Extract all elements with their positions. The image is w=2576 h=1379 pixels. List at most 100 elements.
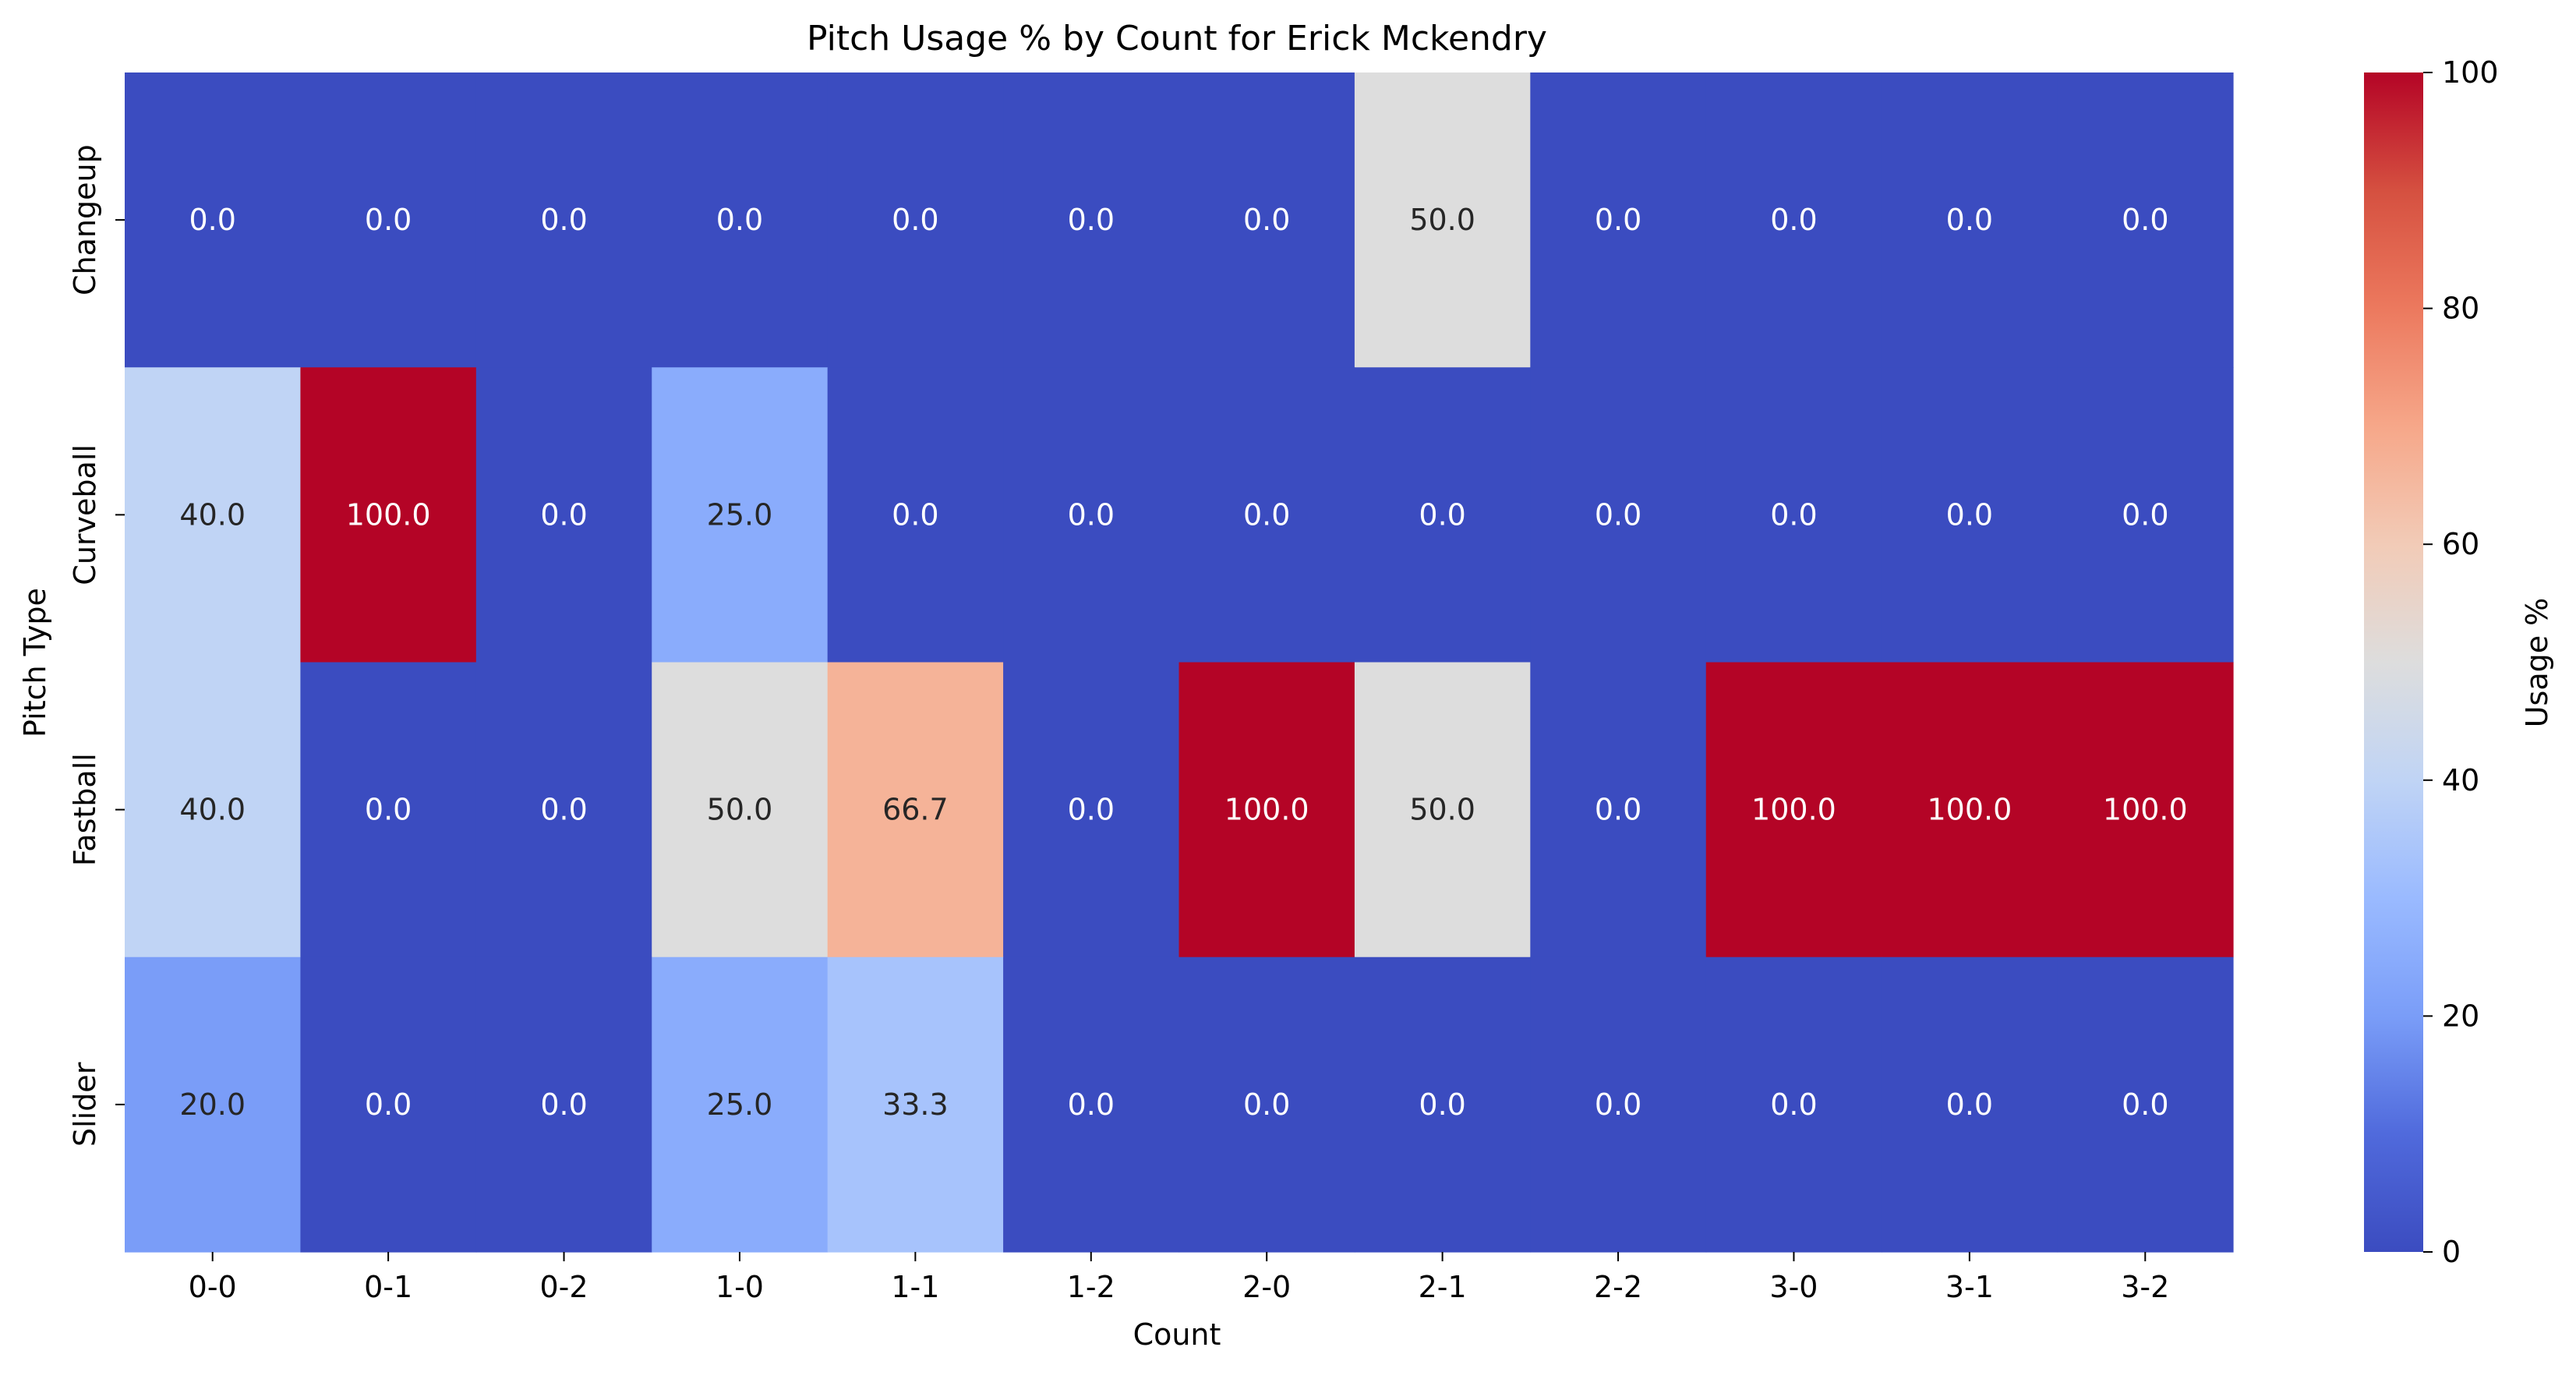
heatmap-cell [1178, 956, 1355, 1253]
colorbar-tick-label: 60 [2442, 527, 2479, 561]
heatmap-cell [125, 72, 302, 368]
heatmap-cell [1354, 367, 1531, 663]
cell-value-label: 0.0 [1595, 793, 1641, 827]
x-tick-label: 3-0 [1769, 1270, 1818, 1304]
colorbar-tick-label: 40 [2442, 763, 2479, 797]
heatmap-cell [1178, 662, 1355, 958]
heatmap-cell [1705, 72, 1882, 368]
cell-value-label: 0.0 [540, 793, 587, 827]
x-axis-ticks: 0-0 0-1 0-2 1-0 1-1 1-2 2-0 2-1 2-2 3-0 3-1 3-2 [189, 1252, 2169, 1304]
heatmap-cell [1530, 367, 1707, 663]
heatmap-cell [1882, 956, 2058, 1253]
x-tick-label: 2-0 [1242, 1270, 1291, 1304]
heatmap-cell [1354, 956, 1531, 1253]
x-tick-label: 2-1 [1419, 1270, 1467, 1304]
cell-value-label: 0.0 [1243, 497, 1290, 532]
cell-value-label: 100.0 [2103, 793, 2188, 827]
heatmap-cell [475, 72, 652, 368]
x-tick-label: 1-2 [1067, 1270, 1115, 1304]
heatmap-cell [1530, 72, 1707, 368]
y-tick-label: Fastball [68, 753, 102, 866]
y-axis-ticks: Changeup Curveball Fastball Slider [68, 144, 125, 1147]
cell-value-label: 0.0 [1068, 497, 1115, 532]
heatmap-cell [1530, 956, 1707, 1253]
x-tick-label: 3-2 [2121, 1270, 2169, 1304]
heatmap-cell [1530, 662, 1707, 958]
cell-value-label: 0.0 [1770, 203, 1817, 237]
cell-value-label: 0.0 [2122, 1087, 2168, 1122]
cell-value-label: 33.3 [882, 1087, 949, 1122]
heatmap-cell [125, 956, 302, 1253]
cell-value-label: 0.0 [1419, 497, 1465, 532]
cell-value-label: 100.0 [346, 497, 431, 532]
heatmap-cell [1354, 72, 1531, 368]
cell-value-label: 0.0 [1068, 1087, 1115, 1122]
heatmap-cell [475, 662, 652, 958]
cell-value-label: 0.0 [892, 203, 938, 237]
cell-value-label: 0.0 [1946, 497, 1993, 532]
heatmap-cell [1882, 72, 2058, 368]
x-tick-label: 0-1 [364, 1270, 412, 1304]
y-tick-label: Changeup [68, 144, 102, 295]
colorbar-label: Usage % [2520, 598, 2554, 728]
heatmap-cell [1003, 367, 1180, 663]
cell-value-label: 0.0 [1946, 203, 1993, 237]
y-axis-label: Pitch Type [18, 588, 52, 737]
colorbar-tick-label: 100 [2442, 55, 2499, 90]
heatmap-cell [827, 662, 1004, 958]
heatmap-cell [1354, 662, 1531, 958]
cell-value-label: 40.0 [179, 497, 246, 532]
heatmap-cell [652, 956, 829, 1253]
cell-value-label: 50.0 [1409, 203, 1475, 237]
heatmap-cell [827, 956, 1004, 1253]
heatmap-cell [2057, 956, 2234, 1253]
cell-value-label: 0.0 [2122, 203, 2168, 237]
cell-value-label: 0.0 [1068, 793, 1115, 827]
heatmap-cell [1705, 367, 1882, 663]
heatmap-cell [300, 956, 477, 1253]
heatmap-cell [652, 662, 829, 958]
colorbar-tick-label: 20 [2442, 999, 2479, 1033]
cell-value-label: 0.0 [1595, 1087, 1641, 1122]
cell-value-label: 0.0 [540, 1087, 587, 1122]
x-tick-label: 1-0 [716, 1270, 764, 1304]
x-tick-label: 3-1 [1945, 1270, 1994, 1304]
x-axis-label: Count [1133, 1317, 1221, 1352]
heatmap-cell [1003, 956, 1180, 1253]
x-tick-label: 2-2 [1594, 1270, 1642, 1304]
cell-value-label: 40.0 [179, 793, 246, 827]
cell-value-label: 100.0 [1224, 793, 1309, 827]
cell-value-label: 0.0 [1243, 1087, 1290, 1122]
heatmap-cell [2057, 72, 2234, 368]
cell-value-label: 0.0 [365, 203, 412, 237]
heatmap-cell [652, 367, 829, 663]
heatmap-cell [300, 662, 477, 958]
x-tick-label: 1-1 [891, 1270, 939, 1304]
cell-value-label: 0.0 [1595, 203, 1641, 237]
cell-value-label: 0.0 [1068, 203, 1115, 237]
heatmap-cell [125, 662, 302, 958]
cell-value-label: 0.0 [716, 203, 763, 237]
cell-value-label: 50.0 [707, 793, 773, 827]
cell-value-label: 0.0 [1770, 497, 1817, 532]
heatmap-cell [652, 72, 829, 368]
cell-value-label: 25.0 [707, 497, 773, 532]
cell-value-label: 0.0 [2122, 497, 2168, 532]
cell-value-label: 0.0 [189, 203, 235, 237]
cell-value-label: 100.0 [1751, 793, 1836, 827]
heatmap-cell [1882, 367, 2058, 663]
heatmap-cell [1003, 72, 1180, 368]
chart-title: Pitch Usage % by Count for Erick Mckendr… [807, 19, 1547, 58]
x-tick-label: 0-2 [540, 1270, 588, 1304]
cell-value-label: 0.0 [1419, 1087, 1465, 1122]
cell-value-label: 100.0 [1927, 793, 2012, 827]
heatmap-cell [125, 367, 302, 663]
heatmap-cell [300, 72, 477, 368]
heatmap-cell [475, 956, 652, 1253]
colorbar-tick-label: 0 [2442, 1235, 2461, 1269]
colorbar-gradient [2364, 72, 2423, 1252]
cell-value-label: 0.0 [365, 793, 412, 827]
cell-value-label: 0.0 [365, 1087, 412, 1122]
heatmap-cell [1003, 662, 1180, 958]
